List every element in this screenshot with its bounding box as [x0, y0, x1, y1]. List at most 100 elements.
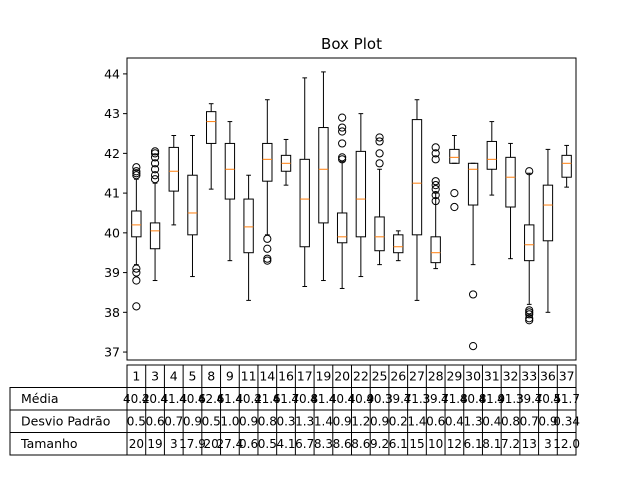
box-31 — [486, 121, 497, 196]
table-cell: 40.9 — [347, 392, 374, 406]
table-cell: 1.2 — [351, 415, 370, 429]
outlier-point — [525, 310, 534, 319]
box-36 — [542, 148, 554, 313]
outlier-point — [431, 181, 440, 190]
table-col-label: 31 — [484, 369, 500, 384]
box-body — [524, 224, 535, 262]
table-col-label: 11 — [241, 369, 257, 384]
outlier-point — [431, 185, 440, 194]
table-cell: 42.6 — [198, 392, 225, 406]
table-col-label: 17 — [297, 369, 313, 384]
outlier-point — [132, 268, 141, 277]
box-body — [262, 142, 273, 182]
table-col-label: 4 — [170, 369, 178, 384]
table-cell: 1.0 — [220, 415, 239, 429]
outlier-point — [375, 137, 384, 146]
table-cell: 0.2 — [389, 415, 408, 429]
outlier-point — [150, 171, 160, 180]
table-col-label: 27 — [409, 369, 425, 384]
table-col-label: 28 — [428, 369, 444, 384]
box-27 — [411, 99, 423, 301]
outlier-point — [525, 167, 534, 176]
table-col-label: 30 — [465, 369, 481, 384]
table-col-label: 22 — [353, 369, 369, 384]
table-cell: 0.4 — [445, 415, 464, 429]
table-cell: 40.6 — [179, 392, 206, 406]
table-cell: 0.8 — [501, 415, 520, 429]
outlier-point — [525, 306, 534, 315]
table-cell: 1.4 — [407, 415, 426, 429]
table-cell: 0.6 — [239, 437, 258, 451]
table-col-label: 36 — [540, 369, 556, 384]
y-tick-label: 38 — [104, 305, 120, 320]
table-cell: 40.2 — [123, 392, 150, 406]
box-19 — [318, 71, 329, 282]
table-col-label: 29 — [446, 369, 462, 384]
data-table: 1 3 4 5 8 9 11 14 16 17 19 20 22 25 26 27 28 29 30 31 32 33 36… — [9, 364, 580, 456]
box-body — [561, 154, 572, 178]
outlier-point — [132, 169, 141, 178]
box-body — [299, 158, 310, 248]
outlier-point — [431, 149, 440, 158]
outlier-point — [431, 190, 440, 200]
table-cell: 0.5 — [258, 437, 277, 451]
table-cell: 39.7 — [422, 392, 449, 406]
outlier-point — [431, 177, 440, 186]
box-37 — [561, 144, 572, 188]
box-body — [486, 140, 497, 170]
outlier-point — [431, 155, 440, 164]
table-cell: 41.4 — [160, 392, 187, 406]
table-row-label: Média — [21, 391, 59, 406]
table-col-label: 20 — [334, 369, 350, 384]
table-cell: 0.6 — [426, 415, 445, 429]
table-cell: 0.8 — [258, 415, 277, 429]
table-col-label: 32 — [503, 369, 519, 384]
box-body — [149, 222, 161, 250]
table-row — [9, 432, 577, 456]
table-cell: 41.7 — [273, 392, 300, 406]
table-cell: 7.2 — [501, 437, 520, 451]
box-body — [355, 150, 367, 238]
table-col-label: 26 — [390, 369, 406, 384]
table-cell: 20 — [129, 437, 144, 451]
outlier-point — [375, 133, 384, 142]
table-col-label: 5 — [189, 369, 197, 384]
table-col-label: 1 — [132, 369, 140, 384]
outlier-point — [132, 264, 141, 273]
table-cell: 40.3 — [366, 392, 393, 406]
table-cell: 41.6 — [254, 392, 281, 406]
table-cell: 0.9 — [183, 415, 202, 429]
table-cell: 41.8 — [441, 392, 468, 406]
table-cell: 27.4 — [217, 437, 244, 451]
table-cell: 1.3 — [295, 415, 314, 429]
box-4 — [168, 134, 179, 226]
table-row-label: Desvio Padrão — [21, 414, 110, 429]
y-tick-label: 42 — [104, 146, 120, 161]
box-body — [411, 119, 423, 236]
table-cell: 20 — [204, 437, 219, 451]
box-body — [430, 236, 441, 264]
box-body — [336, 212, 348, 244]
table-cell: 0.3 — [276, 415, 295, 429]
box-body — [318, 127, 329, 224]
box-body — [224, 142, 236, 200]
table-cell: 41.7 — [553, 392, 580, 406]
table-cell: 3 — [544, 437, 552, 451]
table-cell: 0.6 — [146, 415, 165, 429]
table-cell: 39.7 — [516, 392, 543, 406]
table-cell: 13 — [522, 437, 537, 451]
outlier-point — [375, 159, 384, 168]
outlier-point — [338, 155, 347, 164]
outlier-point — [150, 147, 160, 156]
table-cell: 4.1 — [276, 437, 295, 451]
table-cell: 12 — [447, 437, 462, 451]
table-cell: 6.1 — [389, 437, 408, 451]
outlier-point — [150, 153, 160, 162]
outlier-point — [150, 175, 160, 184]
table-col-label: 16 — [278, 369, 294, 384]
y-tick-label: 37 — [104, 345, 120, 360]
table-cell: 0.5 — [202, 415, 221, 429]
box-26 — [393, 230, 404, 262]
box-29 — [449, 134, 460, 212]
